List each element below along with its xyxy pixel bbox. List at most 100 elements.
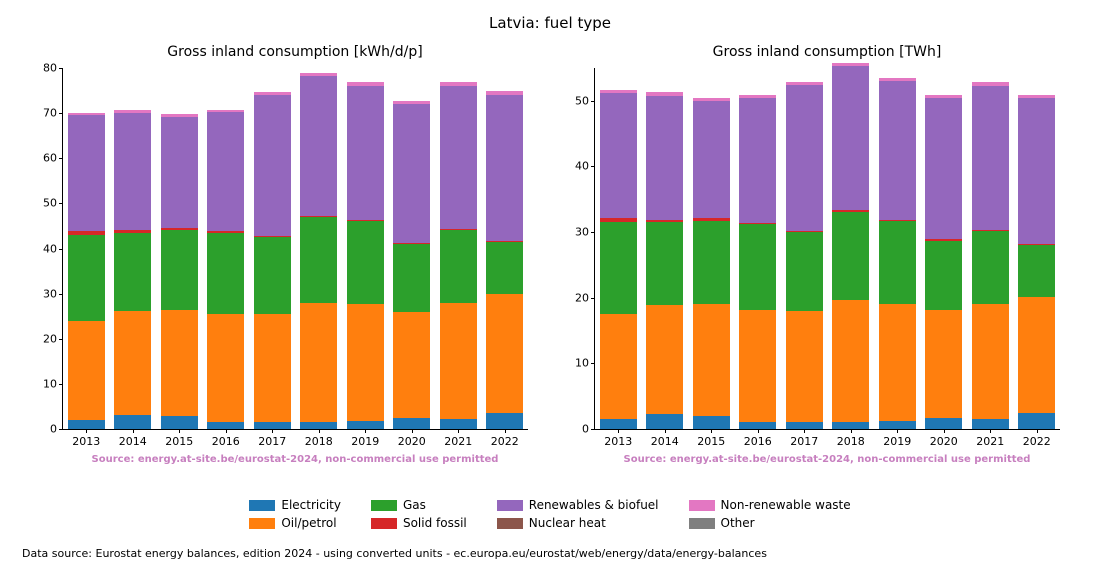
bar-segment xyxy=(254,92,291,95)
legend-item: Other xyxy=(689,516,851,530)
xtick-label: 2017 xyxy=(790,435,818,448)
bar-segment xyxy=(161,228,198,231)
bar-segment xyxy=(972,304,1009,419)
bar-segment xyxy=(254,422,291,429)
source-note-right: Source: energy.at-site.be/eurostat-2024,… xyxy=(594,454,1060,465)
bar-segment xyxy=(646,220,683,223)
bar-column xyxy=(347,82,384,429)
xtick-mark xyxy=(990,429,991,433)
bar-segment xyxy=(486,294,523,414)
legend-swatch xyxy=(249,500,275,511)
xtick-label: 2015 xyxy=(697,435,725,448)
bar-segment xyxy=(646,414,683,429)
bar-segment xyxy=(739,224,776,309)
ytick-label: 10 xyxy=(575,357,589,370)
bar-segment xyxy=(832,212,869,300)
xtick-mark xyxy=(897,429,898,433)
bar-segment xyxy=(646,305,683,414)
bar-segment xyxy=(68,235,105,321)
bar-column xyxy=(254,92,291,429)
ytick-mark xyxy=(59,249,63,250)
bar-segment xyxy=(1018,98,1055,244)
xtick-label: 2014 xyxy=(651,435,679,448)
bar-segment xyxy=(879,78,916,81)
bar-segment xyxy=(925,310,962,418)
xtick-mark xyxy=(804,429,805,433)
bar-segment xyxy=(114,110,151,113)
bar-segment xyxy=(114,415,151,429)
bar-segment xyxy=(646,96,683,220)
xtick-label: 2022 xyxy=(1023,435,1051,448)
ytick-label: 40 xyxy=(43,242,57,255)
ytick-mark xyxy=(59,294,63,295)
legend-label: Gas xyxy=(403,498,426,512)
bar-segment xyxy=(1018,244,1055,245)
bar-segment xyxy=(207,231,244,232)
bar-column xyxy=(972,82,1009,429)
xtick-label: 2017 xyxy=(258,435,286,448)
bar-segment xyxy=(300,73,337,76)
xtick-mark xyxy=(851,429,852,433)
legend-label: Nuclear heat xyxy=(529,516,606,530)
bar-segment xyxy=(347,221,384,303)
xtick-label: 2021 xyxy=(444,435,472,448)
xtick-mark xyxy=(944,429,945,433)
bar-segment xyxy=(646,222,683,305)
bar-column xyxy=(832,63,869,429)
bar-column xyxy=(786,82,823,429)
ytick-mark xyxy=(591,101,595,102)
bar-segment xyxy=(739,223,776,224)
bar-segment xyxy=(832,422,869,429)
ytick-label: 60 xyxy=(43,152,57,165)
legend-item: Oil/petrol xyxy=(249,516,341,530)
bar-segment xyxy=(393,244,430,312)
bar-segment xyxy=(832,300,869,423)
subplot-left-title: Gross inland consumption [kWh/d/p] xyxy=(62,44,528,60)
bar-segment xyxy=(254,237,291,314)
bar-segment xyxy=(440,303,477,419)
bar-segment xyxy=(207,314,244,422)
ytick-label: 0 xyxy=(582,423,589,436)
bar-column xyxy=(486,91,523,429)
bar-segment xyxy=(879,304,916,421)
bar-segment xyxy=(832,63,869,66)
bar-segment xyxy=(1018,297,1055,413)
bar-segment xyxy=(68,113,105,116)
xtick-label: 2013 xyxy=(72,435,100,448)
bar-segment xyxy=(68,115,105,231)
bar-segment xyxy=(161,416,198,429)
ytick-label: 40 xyxy=(575,160,589,173)
bar-segment xyxy=(440,229,477,230)
bar-segment xyxy=(300,216,337,217)
footer-text: Data source: Eurostat energy balances, e… xyxy=(22,547,767,560)
bar-segment xyxy=(393,101,430,104)
legend-label: Renewables & biofuel xyxy=(529,498,659,512)
xtick-label: 2016 xyxy=(744,435,772,448)
bar-segment xyxy=(1018,245,1055,298)
bar-segment xyxy=(972,82,1009,86)
xtick-label: 2015 xyxy=(165,435,193,448)
bar-segment xyxy=(347,220,384,221)
xtick-mark xyxy=(458,429,459,433)
bar-segment xyxy=(300,422,337,429)
bar-column xyxy=(68,113,105,429)
bar-segment xyxy=(879,421,916,429)
bar-segment xyxy=(739,422,776,429)
xtick-mark xyxy=(133,429,134,433)
bar-segment xyxy=(925,418,962,429)
bar-segment xyxy=(486,413,523,429)
legend-swatch xyxy=(689,518,715,529)
xtick-label: 2020 xyxy=(930,435,958,448)
bar-segment xyxy=(693,218,730,221)
bar-segment xyxy=(600,90,637,93)
ytick-label: 50 xyxy=(43,197,57,210)
bar-segment xyxy=(739,95,776,98)
xtick-label: 2021 xyxy=(976,435,1004,448)
bar-segment xyxy=(207,422,244,429)
bar-segment xyxy=(254,314,291,422)
bar-segment xyxy=(786,231,823,232)
ytick-label: 50 xyxy=(575,94,589,107)
ytick-mark xyxy=(59,339,63,340)
bar-segment xyxy=(254,95,291,236)
legend-item: Non-renewable waste xyxy=(689,498,851,512)
